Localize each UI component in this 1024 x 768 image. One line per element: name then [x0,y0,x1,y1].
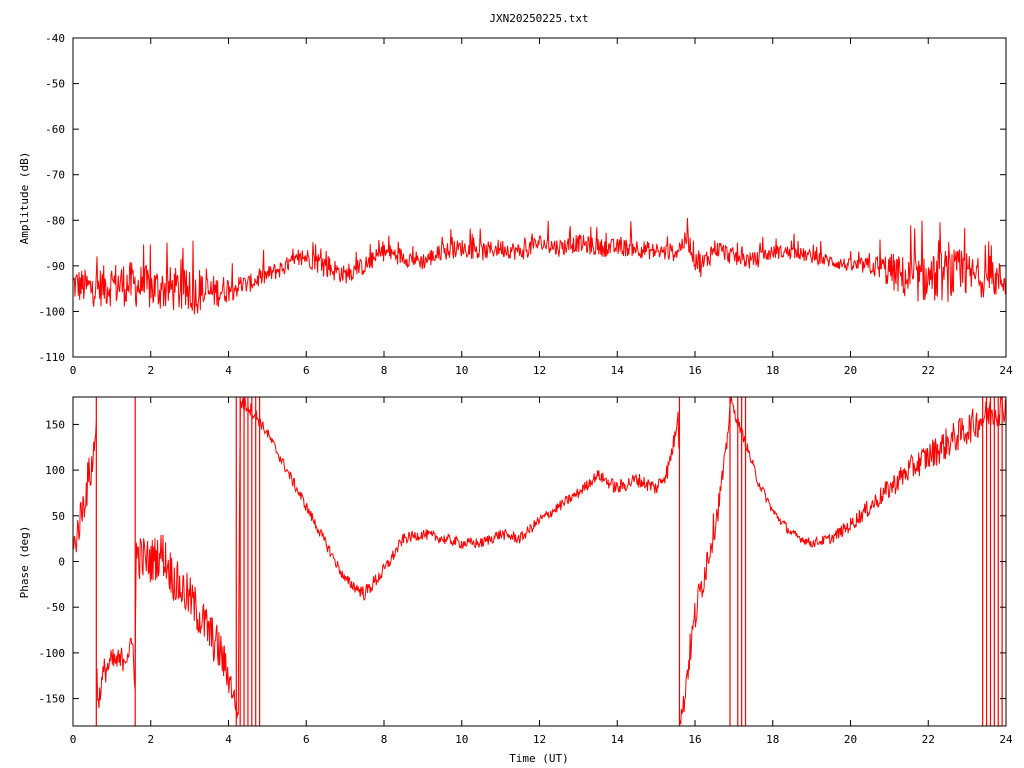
phase-y-tick-label: 0 [58,556,65,569]
amplitude-y-axis-label: Amplitude (dB) [18,152,31,245]
phase-y-tick-label: 150 [45,418,65,431]
phase-x-tick-label: 24 [999,733,1013,746]
amplitude-x-tick-label: 22 [922,364,935,377]
phase-y-tick-label: -150 [39,693,66,706]
amplitude-x-tick-label: 14 [611,364,625,377]
chart-title: JXN20250225.txt [489,12,588,25]
phase-x-tick-label: 6 [303,733,310,746]
amplitude-x-tick-label: 16 [688,364,701,377]
amplitude-x-tick-label: 6 [303,364,310,377]
phase-x-tick-label: 22 [922,733,935,746]
amplitude-x-tick-label: 8 [381,364,388,377]
phase-x-tick-label: 18 [766,733,779,746]
x-axis-label: Time (UT) [509,752,569,765]
phase-x-tick-label: 20 [844,733,857,746]
phase-series [72,396,1007,727]
amplitude-y-tick-label: -50 [45,78,65,91]
phase-y-tick-labels: 150 100 50 0 -50 -100 -150 [39,418,66,705]
amplitude-x-tick-label: 0 [70,364,77,377]
amplitude-chart: 0 2 4 6 8 10 12 14 16 18 20 22 24 -40-50-60-70-80-90… [18,32,1013,377]
phase-x-tick-label: 14 [611,733,625,746]
amplitude-y-tick-label: -110 [39,351,66,364]
phase-x-tick-label: 0 [70,733,77,746]
phase-x-tick-label: 2 [147,733,154,746]
amplitude-x-tick-label: 18 [766,364,779,377]
amplitude-y-tick-labels: -40 -50 -60 -70 -80 -90 -100 -110 [39,32,66,364]
amplitude-y-tick-label: -60 [45,123,65,136]
amplitude-y-tick-label: -90 [45,260,65,273]
phase-chart: 0 2 4 6 8 10 12 14 16 18 20 22 24 150100500-50-100-1… [18,396,1013,765]
amplitude-y-tick-label: -100 [39,305,66,318]
amplitude-x-tick-label: 24 [999,364,1013,377]
phase-y-tick-label: -50 [45,601,65,614]
phase-y-tick-label: -100 [39,647,66,660]
amplitude-y-tick-label: -40 [45,32,65,45]
amplitude-x-tick-label: 10 [455,364,468,377]
amplitude-y-tick-label: -70 [45,169,65,182]
amplitude-series [72,217,1007,315]
phase-x-tick-labels: 0 2 4 6 8 10 12 14 16 18 20 22 24 [70,733,1013,746]
amplitude-x-tick-labels: 0 2 4 6 8 10 12 14 16 18 20 22 24 [70,364,1013,377]
phase-x-tick-label: 4 [225,733,232,746]
phase-x-tick-label: 10 [455,733,468,746]
phase-y-axis-label: Phase (deg) [18,526,31,599]
phase-y-tick-label: 50 [52,510,65,523]
phase-x-tick-label: 16 [688,733,701,746]
amplitude-x-tick-label: 2 [147,364,154,377]
phase-trace [72,396,1007,727]
amplitude-x-tick-label: 12 [533,364,546,377]
phase-plot-frame [72,396,1007,727]
phase-y-tick-label: 100 [45,464,65,477]
amplitude-x-tick-label: 4 [225,364,232,377]
amplitude-x-tick-label: 20 [844,364,857,377]
phase-x-tick-label: 8 [381,733,388,746]
amplitude-y-tick-label: -80 [45,214,65,227]
amplitude-trace [72,217,1007,315]
phase-x-tick-label: 12 [533,733,546,746]
amplitude-plot-frame [72,37,1007,358]
